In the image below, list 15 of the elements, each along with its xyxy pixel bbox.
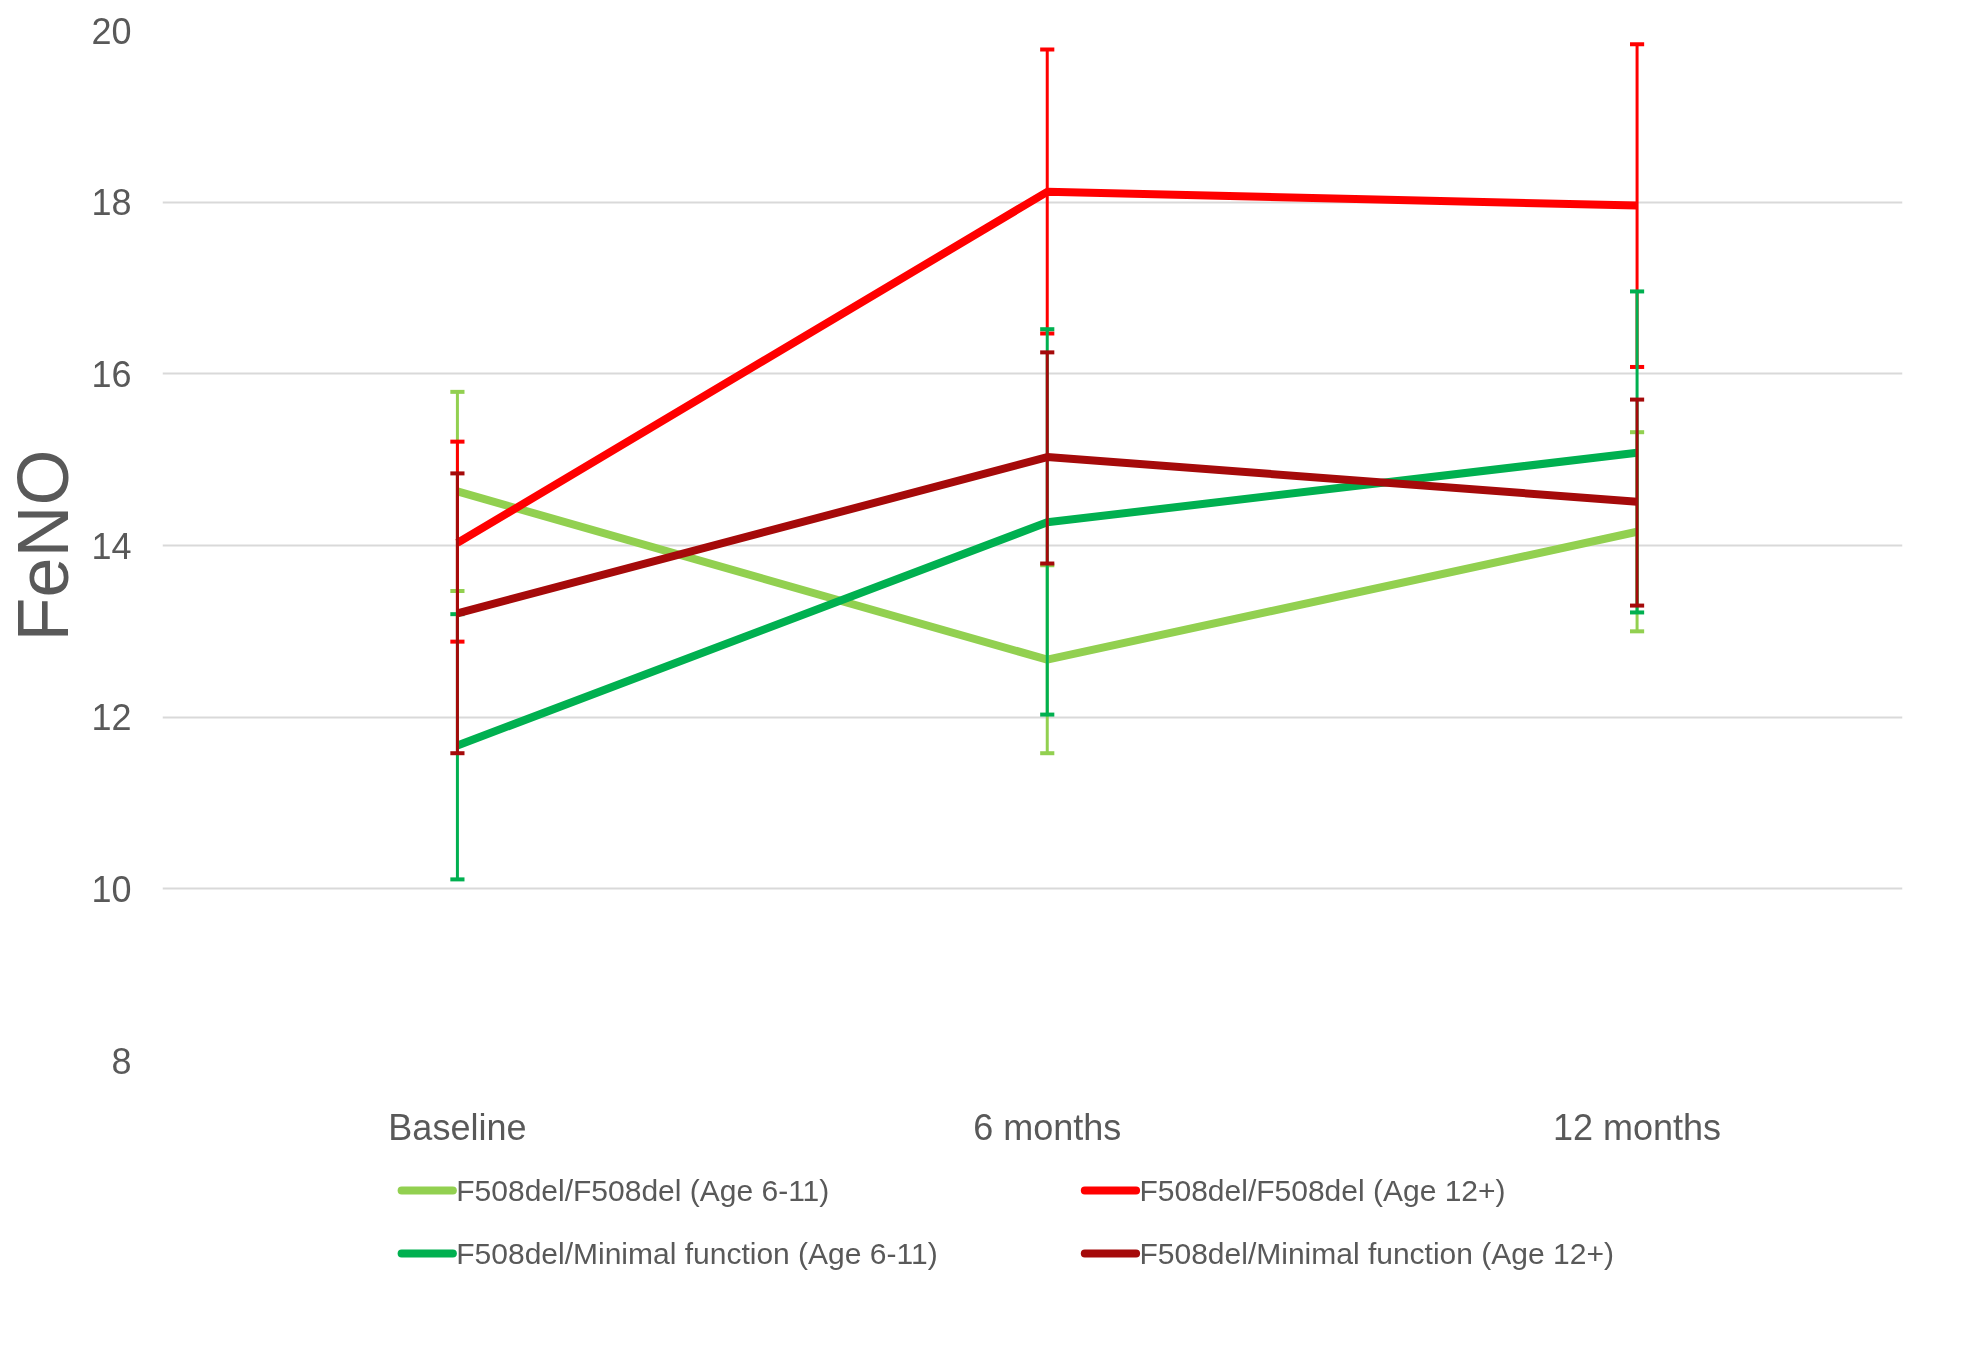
y-tick-label: 10 bbox=[91, 868, 132, 910]
legend-label: F508del/Minimal function (Age 12+) bbox=[1139, 1237, 1614, 1270]
legend-label: F508del/Minimal function (Age 6-11) bbox=[456, 1237, 938, 1270]
x-tick-label: Baseline bbox=[388, 1106, 527, 1148]
y-tick-label: 20 bbox=[91, 10, 132, 52]
legend-label: F508del/F508del (Age 6-11) bbox=[456, 1174, 830, 1207]
y-tick-label: 18 bbox=[91, 182, 132, 224]
x-tick-label: 12 months bbox=[1553, 1106, 1722, 1148]
y-tick-label: 14 bbox=[91, 525, 132, 567]
legend-label: F508del/F508del (Age 12+) bbox=[1139, 1174, 1506, 1207]
x-tick-label: 6 months bbox=[973, 1106, 1122, 1148]
y-axis-title: FeNO bbox=[3, 449, 84, 642]
y-tick-label: 12 bbox=[91, 697, 132, 739]
y-tick-label: 8 bbox=[111, 1040, 132, 1082]
y-tick-label: 16 bbox=[91, 353, 132, 395]
